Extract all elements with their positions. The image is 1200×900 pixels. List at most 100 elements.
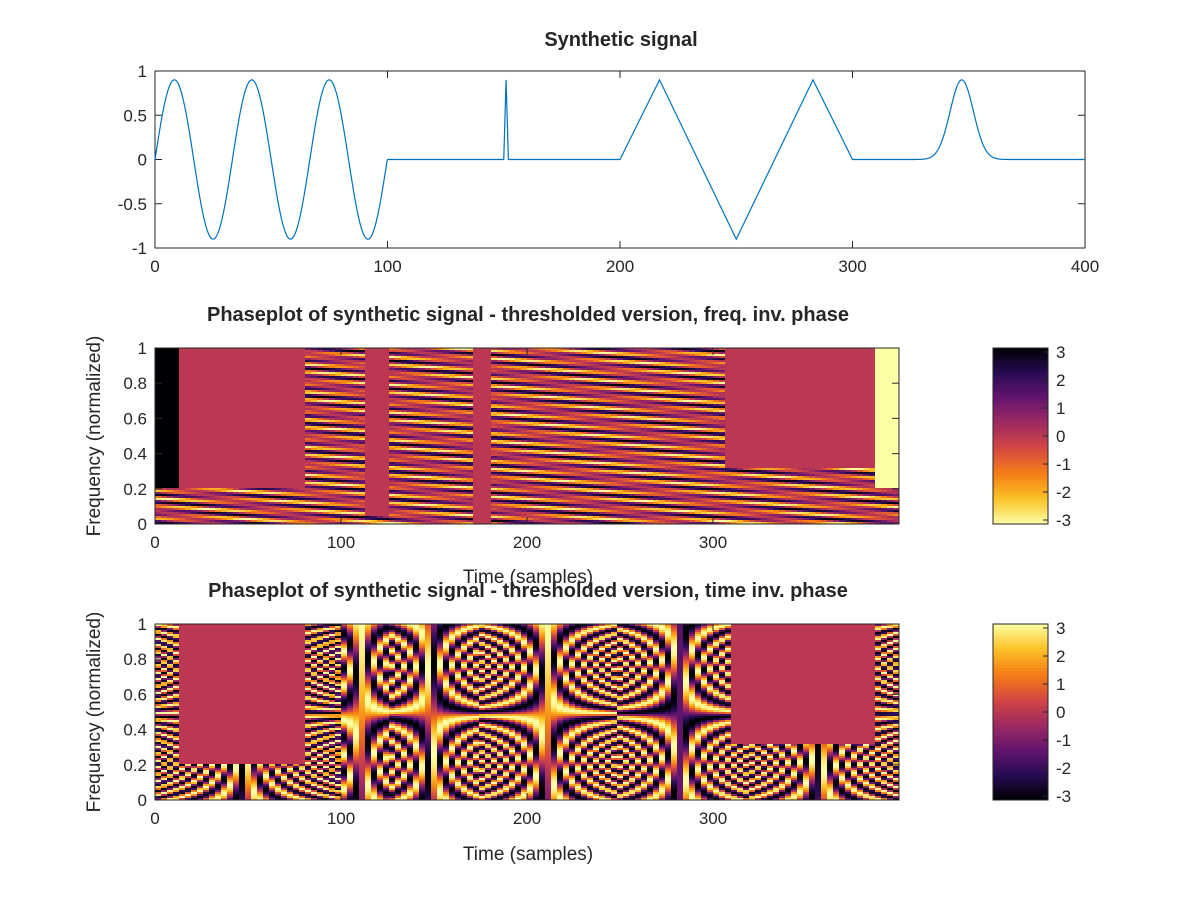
heatmap-cell (161, 462, 168, 465)
heatmap-cell (203, 390, 210, 393)
heatmap-cell (185, 412, 192, 415)
heatmap-cell (155, 462, 162, 465)
heatmap-cell (209, 388, 216, 391)
heatmap-cell (341, 474, 348, 477)
heatmap-cell (155, 500, 162, 503)
heatmap-cell (263, 448, 270, 451)
heatmap-cell (209, 422, 216, 425)
heatmap-cell (293, 512, 300, 515)
heatmap-cell (185, 516, 192, 519)
heatmap-cell (281, 454, 288, 457)
heatmap-cell (263, 494, 270, 497)
heatmap-cell (245, 380, 252, 383)
heatmap-cell (179, 468, 186, 471)
heatmap-cell (179, 378, 186, 381)
heatmap-cell (335, 454, 342, 457)
heatmap-cell (161, 348, 168, 351)
heatmap-cell (263, 468, 270, 471)
heatmap-cell (263, 502, 270, 505)
heatmap-cell (293, 500, 300, 503)
heatmap-cell (347, 426, 354, 429)
heatmap-cell (257, 498, 264, 501)
heatmap-cell (239, 436, 246, 439)
heatmap-cell (155, 390, 162, 393)
heatmap-cell (347, 408, 354, 411)
heatmap-cell (287, 468, 294, 471)
heatmap-cell (305, 444, 312, 447)
heatmap-cell (209, 484, 216, 487)
heatmap-cell (239, 514, 246, 517)
heatmap-cell (305, 476, 312, 479)
heatmap-cell (353, 424, 360, 427)
heatmap-cell (227, 498, 234, 501)
heatmap-cell (287, 434, 294, 437)
heatmap-cell (275, 358, 282, 361)
heatmap-cell (311, 366, 318, 369)
heatmap-cell (197, 396, 204, 399)
heatmap-cell (173, 396, 180, 399)
heatmap-cell (257, 400, 264, 403)
heatmap-cell (191, 468, 198, 471)
heatmap-cell (173, 516, 180, 519)
heatmap-cell (269, 372, 276, 375)
heatmap-cell (215, 504, 222, 507)
heatmap-cell (191, 432, 198, 435)
heatmap-cell (263, 386, 270, 389)
heatmap-cell (341, 374, 348, 377)
heatmap-cell (173, 358, 180, 361)
heatmap-cell (251, 486, 258, 489)
signal-panel: Synthetic signal 0 100 200 300 400-1-0.500.5… (118, 29, 1099, 276)
heatmap-cell (227, 456, 234, 459)
heatmap-cell (329, 414, 336, 417)
heatmap-cell (191, 452, 198, 455)
heatmap-cell (335, 494, 342, 497)
heatmap-cell (185, 386, 192, 389)
heatmap-cell (245, 470, 252, 473)
heatmap-cell (203, 480, 210, 483)
heatmap-cell (161, 430, 168, 433)
heatmap-cell (191, 370, 198, 373)
heatmap-cell (281, 424, 288, 427)
heatmap-cell (329, 372, 336, 375)
heatmap-cell (305, 358, 312, 361)
heatmap-cell (179, 504, 186, 507)
heatmap-cell (287, 408, 294, 411)
heatmap-cell (245, 508, 252, 511)
heatmap-cell (323, 400, 330, 403)
heatmap-cell (257, 442, 264, 445)
heatmap-cell (341, 478, 348, 481)
heatmap-cell (305, 436, 312, 439)
heatmap-cell (293, 450, 300, 453)
heatmap-cell (329, 384, 336, 387)
heatmap-cell (173, 418, 180, 421)
heatmap-cell (179, 372, 186, 375)
heatmap-cell (215, 366, 222, 369)
heatmap-cell (161, 434, 168, 437)
heatmap-cell (311, 450, 318, 453)
heatmap-cell (221, 478, 228, 481)
heatmap-cell (209, 450, 216, 453)
heatmap-cell (179, 472, 186, 475)
heatmap-cell (179, 410, 186, 413)
heatmap-cell (167, 360, 174, 363)
heatmap-cell (155, 438, 162, 441)
heatmap-cell (245, 516, 252, 519)
heatmap-cell (173, 500, 180, 503)
heatmap-cell (311, 420, 318, 423)
heatmap-cell (323, 412, 330, 415)
heatmap-cell (269, 484, 276, 487)
heatmap-cell (239, 442, 246, 445)
heatmap-cell (311, 352, 318, 355)
heatmap-cell (233, 520, 240, 523)
heatmap-cell (227, 442, 234, 445)
heatmap-cell (299, 478, 306, 481)
heatmap-cell (317, 356, 324, 359)
heatmap-cell (197, 402, 204, 405)
heatmap-cell (215, 372, 222, 375)
heatmap-cell (353, 386, 360, 389)
heatmap-cell (341, 436, 348, 439)
heatmap-cell (245, 378, 252, 381)
heatmap-cell (299, 368, 306, 371)
heatmap-cell (167, 516, 174, 519)
heatmap-cell (281, 500, 288, 503)
